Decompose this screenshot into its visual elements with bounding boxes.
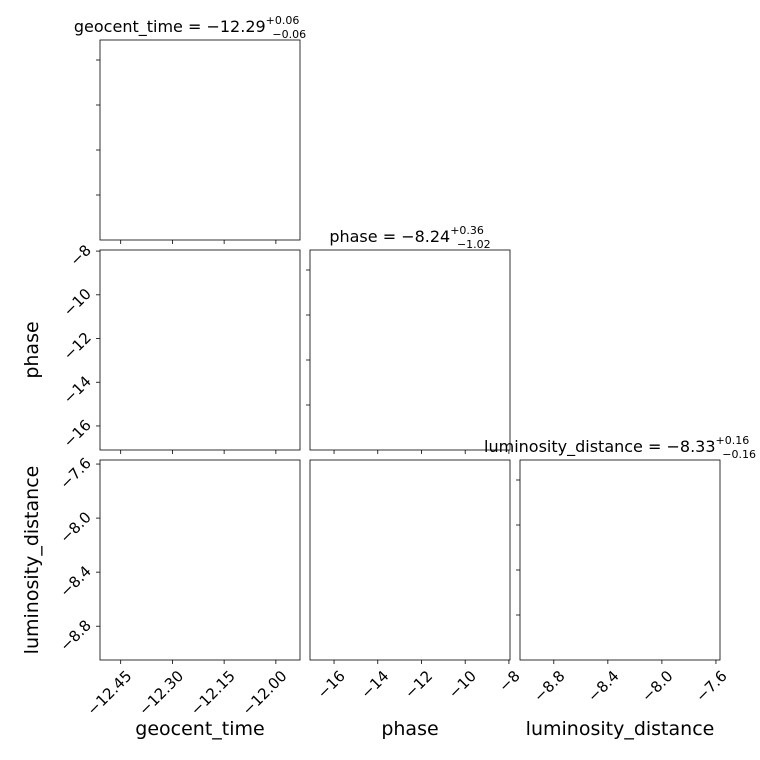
corner-plot: geocent_time = −12.29+0.06 −0.06phase = −… <box>21 14 756 740</box>
